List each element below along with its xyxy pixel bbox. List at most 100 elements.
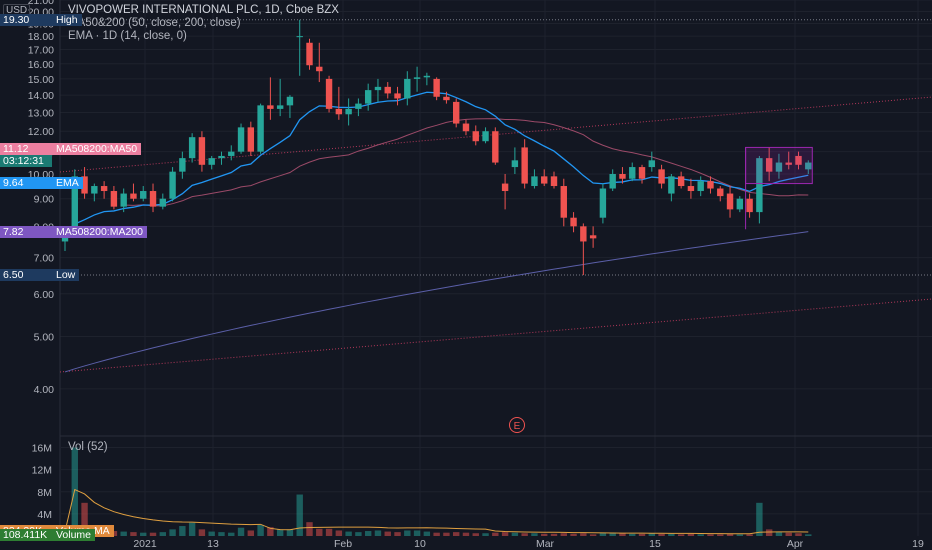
volume-bar — [570, 533, 577, 536]
candle — [629, 162, 636, 182]
candle — [296, 19, 303, 76]
candle-body — [247, 127, 255, 152]
candle-body — [374, 86, 382, 91]
x-tick-label: 2021 — [133, 538, 157, 550]
candle — [433, 77, 440, 101]
candle-body — [140, 191, 147, 199]
volume-bar — [658, 533, 665, 536]
candle — [130, 183, 137, 202]
candle-body — [746, 198, 753, 213]
volume-bar — [501, 532, 509, 536]
candle-body — [120, 193, 127, 207]
candle — [81, 167, 88, 199]
volume-bar — [159, 532, 166, 536]
price-tag[interactable]: 6.50 Low — [0, 269, 80, 282]
ma-legend[interactable]: MA50&200 (50, close, 200, close) — [68, 17, 241, 29]
candle — [423, 72, 431, 86]
candle-body — [521, 147, 528, 184]
candle-body — [208, 158, 215, 165]
volume-bar — [81, 502, 88, 536]
candle-body — [384, 86, 391, 94]
candle — [218, 151, 225, 165]
candle — [492, 127, 499, 165]
volume-bar — [296, 494, 303, 536]
volume-bar — [589, 534, 597, 536]
price-tag-value: 108.411K — [0, 529, 52, 542]
y-tick-label: 6.00 — [34, 289, 55, 301]
volume-bar — [697, 534, 704, 536]
candle-body — [149, 191, 157, 207]
candle-body — [218, 155, 225, 159]
candle-body — [511, 160, 519, 168]
candle — [805, 160, 812, 174]
candle — [726, 186, 734, 218]
price-tag[interactable]: 108.411K Volume — [0, 529, 96, 542]
candle-body — [110, 191, 118, 207]
candle — [188, 133, 196, 163]
volume-bar — [306, 522, 313, 536]
candle-body — [159, 198, 166, 207]
symbol-title: VIVOPOWER INTERNATIONAL PLC, 1D, Cboe BZ… — [68, 4, 339, 16]
candle — [276, 78, 284, 117]
y-tick-label: 5.00 — [34, 332, 55, 344]
candle-body — [492, 131, 499, 163]
price-tag[interactable]: 9.64 EMA — [0, 176, 83, 189]
candle-body — [707, 181, 714, 189]
candle-body — [257, 105, 264, 152]
candle-body — [717, 188, 724, 197]
candle-body — [198, 137, 206, 165]
volume-bar — [443, 532, 450, 536]
candle — [697, 176, 704, 197]
volume-bar — [208, 531, 215, 536]
volume-bar — [130, 532, 137, 536]
candle — [364, 83, 372, 111]
volume-bar — [355, 532, 362, 536]
price-tag-name: MA508200:MA50 — [52, 143, 142, 156]
volume-legend[interactable]: Vol (52) — [68, 441, 108, 453]
volume-bar — [521, 533, 528, 536]
price-tag[interactable]: 7.82 MA508200:MA200 — [0, 225, 147, 238]
volume-bar — [179, 526, 186, 536]
candle-body — [677, 176, 685, 187]
price-tag[interactable]: 11.12 MA508200:MA50 — [0, 143, 142, 156]
candle — [687, 178, 695, 199]
x-tick-label: 13 — [207, 538, 219, 550]
candle — [785, 151, 792, 170]
volume-tick-label: 12M — [32, 465, 52, 477]
candle-body — [316, 66, 323, 72]
volume-axis: 16M 12M 8M 4M — [32, 443, 932, 521]
volume-bar — [482, 533, 489, 536]
candle — [580, 223, 587, 276]
ma200-line — [64, 231, 809, 373]
candle-body — [648, 160, 655, 168]
candle-body — [687, 186, 695, 192]
candle — [355, 98, 362, 117]
candle-body — [765, 158, 773, 172]
candle — [599, 183, 607, 224]
candle — [325, 75, 333, 113]
candle — [159, 193, 166, 210]
candle-body — [697, 181, 704, 192]
candle — [286, 95, 294, 118]
volume-tick-label: 4M — [37, 509, 52, 521]
ema-legend[interactable]: EMA · 1D (14, close, 0) — [68, 30, 187, 42]
volume-bar — [276, 529, 284, 536]
candle — [179, 151, 186, 179]
volume-bar — [687, 533, 695, 536]
y-tick-label: 21.00 — [28, 0, 54, 7]
candle — [91, 183, 98, 202]
candle-body — [433, 78, 440, 97]
candle-body — [276, 105, 284, 109]
candle-body — [345, 108, 352, 115]
volume-bar — [609, 532, 616, 536]
volume-bar — [364, 531, 372, 536]
price-tag[interactable]: 03:12:31 — [0, 155, 52, 168]
volume-bar — [110, 531, 118, 536]
candle-body — [541, 176, 548, 184]
x-tick-label: Apr — [787, 538, 804, 550]
volume-bar — [404, 530, 411, 536]
volume-bar — [228, 532, 235, 536]
candle — [501, 173, 509, 210]
price-tag[interactable]: 19.30 High — [0, 13, 82, 26]
